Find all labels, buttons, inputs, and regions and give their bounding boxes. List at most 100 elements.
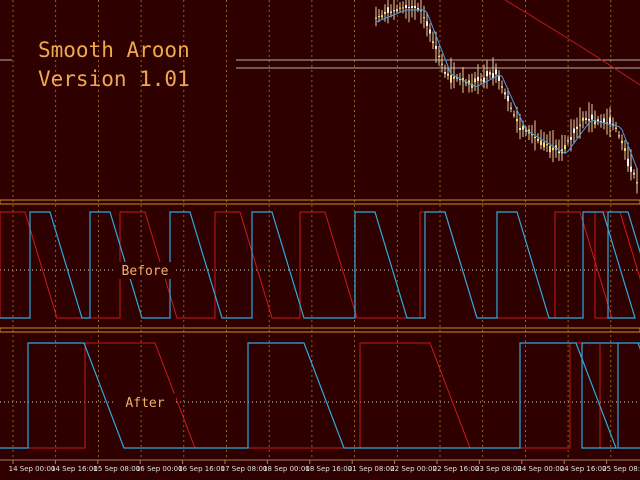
candle — [621, 140, 623, 144]
candle — [636, 182, 638, 184]
candle — [396, 9, 398, 12]
candle — [474, 78, 476, 83]
candle — [429, 29, 431, 34]
candle — [438, 55, 440, 57]
candle — [417, 8, 419, 11]
candle — [495, 69, 497, 75]
aroon-up — [0, 211, 640, 319]
candle — [618, 135, 620, 137]
aroon-down — [0, 211, 640, 319]
time-label: 21 Sep 08:00 — [348, 465, 395, 473]
candle — [531, 133, 533, 136]
time-label: 24 Sep 16:00 — [560, 465, 607, 473]
candle — [534, 137, 536, 138]
candle — [546, 144, 548, 146]
candle — [603, 118, 605, 123]
candle — [387, 7, 389, 13]
candle — [390, 11, 392, 13]
candle — [468, 80, 470, 85]
candle — [519, 128, 521, 130]
candle — [510, 107, 512, 109]
panel-label: Before — [122, 264, 169, 279]
candle — [486, 70, 488, 77]
candle — [393, 10, 395, 12]
candle — [627, 158, 629, 167]
candle — [579, 124, 581, 126]
title-line: Version 1.01 — [38, 67, 190, 91]
candle — [600, 120, 602, 122]
candle — [426, 21, 428, 26]
candle — [573, 128, 575, 133]
candle — [498, 76, 500, 81]
candle — [624, 148, 626, 151]
candle — [564, 145, 566, 150]
indicator-panels — [0, 211, 640, 449]
candle — [450, 75, 452, 83]
candle — [420, 10, 422, 12]
candle — [504, 92, 506, 95]
slow-average — [504, 0, 640, 86]
candle — [543, 142, 545, 148]
separator — [0, 199, 640, 205]
candle — [384, 11, 386, 14]
candle — [480, 79, 482, 81]
candle — [576, 126, 578, 129]
candle — [558, 151, 560, 154]
candle — [441, 63, 443, 65]
candle — [588, 118, 590, 121]
candle — [408, 7, 410, 9]
candle — [432, 41, 434, 44]
label-bg — [114, 262, 176, 279]
candle — [540, 140, 542, 146]
candle — [507, 95, 509, 102]
candle — [492, 73, 494, 79]
candle — [606, 122, 608, 124]
candle — [483, 77, 485, 83]
candle — [399, 7, 401, 9]
candle — [552, 147, 554, 151]
time-label: 14 Sep 16:00 — [51, 465, 98, 473]
candle — [615, 127, 617, 129]
time-label: 22 Sep 00:00 — [390, 465, 437, 473]
candle — [423, 17, 425, 19]
candle — [594, 120, 596, 125]
moving-average — [375, 9, 638, 169]
time-label: 16 Sep 16:00 — [178, 465, 225, 473]
candle — [453, 76, 455, 79]
candle — [477, 76, 479, 81]
label-bg — [114, 394, 176, 411]
candle — [591, 114, 593, 120]
candle — [582, 117, 584, 121]
time-label: 18 Sep 00:00 — [263, 465, 310, 473]
candle — [378, 15, 380, 17]
time-label: 23 Sep 08:00 — [475, 465, 522, 473]
candle — [567, 140, 569, 142]
candle — [375, 17, 377, 19]
candle — [633, 172, 635, 175]
time-label: 24 Sep 00:00 — [517, 465, 564, 473]
candle — [609, 117, 611, 124]
separator — [0, 327, 640, 333]
candle — [597, 119, 599, 122]
time-label: 15 Sep 08:00 — [93, 465, 140, 473]
candle — [513, 114, 515, 116]
candle — [402, 7, 404, 9]
candle — [489, 72, 491, 75]
time-label: 16 Sep 00:00 — [136, 465, 183, 473]
candle — [411, 6, 413, 8]
price-panel — [0, 0, 640, 194]
aroon-up — [0, 342, 640, 449]
candle — [516, 118, 518, 122]
candle — [612, 123, 614, 125]
grid — [12, 0, 612, 460]
candle — [447, 73, 449, 76]
time-label: 17 Sep 08:00 — [221, 465, 268, 473]
candle — [549, 146, 551, 153]
time-label: 14 Sep 00:00 — [9, 465, 56, 473]
candle — [456, 77, 458, 79]
candle — [501, 86, 503, 88]
candle — [465, 82, 467, 84]
